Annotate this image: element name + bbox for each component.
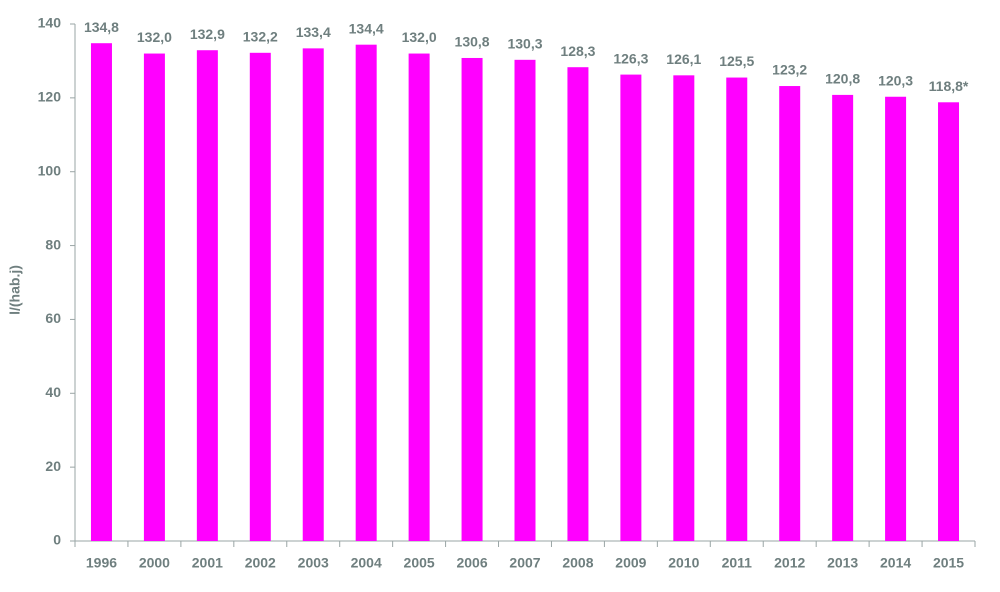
value-label: 120,8 xyxy=(825,71,860,87)
value-label: 130,8 xyxy=(455,34,490,50)
bar xyxy=(673,75,695,541)
x-tick-label: 2008 xyxy=(562,555,593,571)
value-label: 130,3 xyxy=(507,36,542,52)
bar xyxy=(408,53,430,542)
y-tick-label: 40 xyxy=(45,384,61,400)
x-tick-label: 2001 xyxy=(192,555,223,571)
y-axis-title: l/(hab.j) xyxy=(7,265,23,315)
value-label: 133,4 xyxy=(296,24,331,40)
bar xyxy=(302,48,324,541)
y-tick-label: 60 xyxy=(45,310,61,326)
x-tick-label: 2000 xyxy=(139,555,170,571)
x-tick-label: 2009 xyxy=(615,555,646,571)
y-tick-label: 100 xyxy=(38,162,62,178)
value-label: 120,3 xyxy=(878,72,913,88)
value-label: 132,2 xyxy=(243,29,278,45)
value-label: 123,2 xyxy=(772,62,807,78)
bar xyxy=(885,96,907,542)
value-label: 132,9 xyxy=(190,26,225,42)
value-label: 125,5 xyxy=(719,53,754,69)
x-tick-label: 1996 xyxy=(86,555,117,571)
bar xyxy=(779,86,801,541)
x-tick-label: 2006 xyxy=(456,555,487,571)
value-label: 128,3 xyxy=(560,43,595,59)
y-tick-label: 140 xyxy=(38,15,62,31)
x-tick-label: 2002 xyxy=(245,555,276,571)
x-tick-label: 2007 xyxy=(509,555,540,571)
x-tick-label: 2012 xyxy=(774,555,805,571)
bar xyxy=(514,59,536,542)
value-label: 134,8 xyxy=(84,19,119,35)
bar xyxy=(726,77,748,542)
x-tick-label: 2003 xyxy=(298,555,329,571)
bar xyxy=(567,67,589,542)
value-label: 132,0 xyxy=(137,29,172,45)
value-label: 118,8* xyxy=(929,78,969,94)
bar xyxy=(620,74,642,542)
y-tick-label: 80 xyxy=(45,236,61,252)
value-label: 134,4 xyxy=(349,20,384,36)
y-tick-label: 120 xyxy=(38,89,62,105)
bar xyxy=(938,102,960,541)
bar xyxy=(196,50,218,541)
x-tick-label: 2013 xyxy=(827,555,858,571)
value-label: 126,1 xyxy=(666,51,701,67)
x-tick-label: 2005 xyxy=(404,555,435,571)
bar xyxy=(90,43,112,542)
y-tick-label: 0 xyxy=(53,532,61,548)
bar xyxy=(355,44,377,542)
value-label: 132,0 xyxy=(402,29,437,45)
x-tick-label: 2004 xyxy=(351,555,382,571)
bar xyxy=(249,52,271,541)
x-tick-label: 2011 xyxy=(722,555,753,571)
x-tick-label: 2010 xyxy=(668,555,699,571)
y-tick-label: 20 xyxy=(45,458,61,474)
x-tick-label: 2014 xyxy=(880,555,911,571)
x-tick-label: 2015 xyxy=(933,555,964,571)
bar xyxy=(143,53,165,542)
bar xyxy=(832,94,854,541)
value-label: 126,3 xyxy=(613,50,648,66)
bar xyxy=(461,57,483,542)
